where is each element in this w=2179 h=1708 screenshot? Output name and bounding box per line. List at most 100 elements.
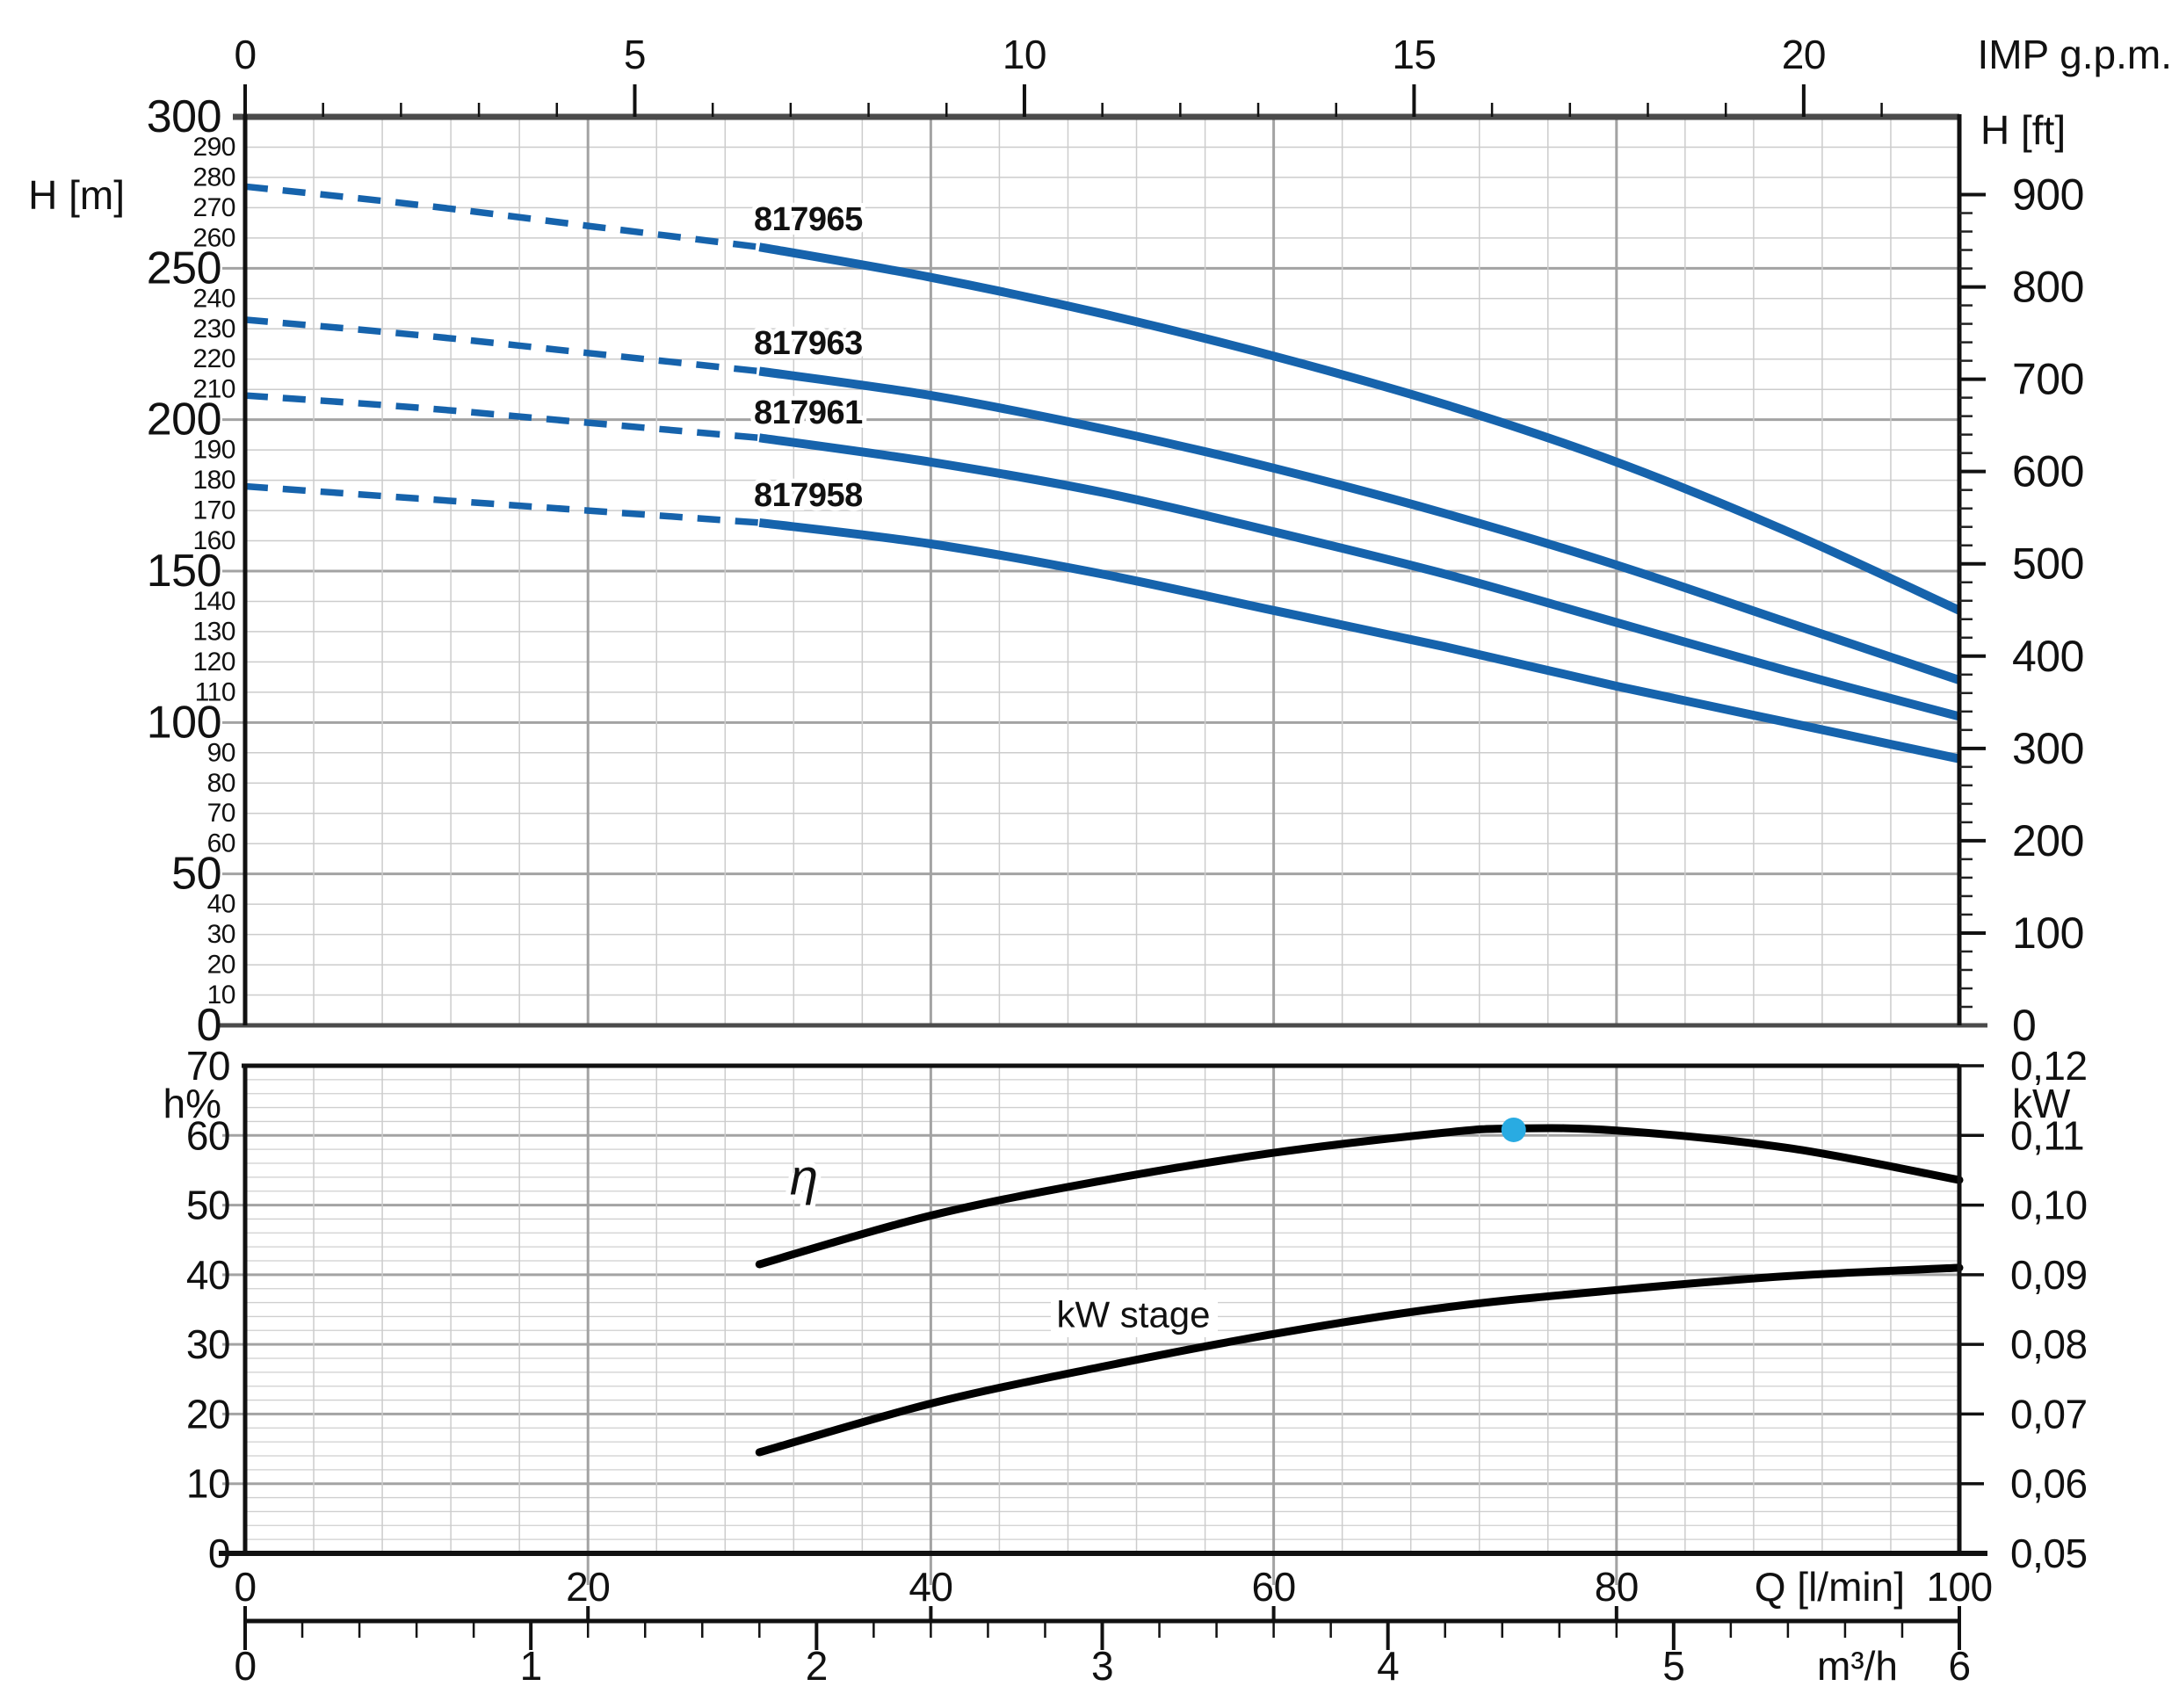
h-ft-axis-label-800: 800	[2012, 263, 2084, 312]
kw-axis-label-0,11: 0,11	[2010, 1112, 2084, 1158]
head-chart-axes: 0 5 10 15 20 IMP g.p.m.H [ft]H [m]30025020015…	[28, 32, 2172, 1051]
q-lmin-axis-label-60: 60	[1252, 1564, 1296, 1610]
pump-curve-817958-dashed-extrapolation	[244, 482, 760, 526]
kw-axis-label-0,05: 0,05	[2010, 1531, 2088, 1576]
perf-chart-axes: 70 60 50 40 30 20 10 0 h% 0,12 0,11 0,10 0,09 0,08 0,0…	[163, 1043, 2089, 1576]
imp-gpm-axis-label-15: 15	[1392, 32, 1436, 77]
kw-axis-label-0,12: 0,12	[2010, 1043, 2088, 1089]
h-m-minor-label-260: 260	[192, 223, 235, 252]
imp-gpm-axis-label-20: 20	[1782, 32, 1826, 77]
pump-curve-817961-dashed-extrapolation	[244, 392, 760, 442]
pump-curve-817958	[758, 517, 1961, 764]
pump-curve-817963	[758, 366, 1961, 684]
m3h-unit-label: m³/h	[1817, 1643, 1898, 1689]
head-chart-grid	[222, 117, 1959, 1025]
perf-chart: η kW stage 70 60 50 40 30 20 10 0 h% 0,12 0,11 0,10 0,…	[163, 1043, 2088, 1585]
h-m-minor-label-130: 130	[192, 617, 235, 646]
m3h-axis-label-2: 2	[806, 1643, 828, 1689]
kw-axis-label-0,09: 0,09	[2010, 1252, 2088, 1298]
h-ft-axis-label-0: 0	[2012, 1001, 2036, 1050]
kw-axis-label-0,08: 0,08	[2010, 1321, 2088, 1367]
q-lmin-unit-label: Q [l/min]	[1755, 1564, 1905, 1610]
h-m-minor-label-170: 170	[192, 496, 235, 525]
curve-label-817958: 817958	[754, 477, 863, 514]
curve-label-817965: 817965	[754, 201, 863, 238]
m3h-axis-label-1: 1	[520, 1643, 542, 1689]
h-ft-axis-label-900: 900	[2012, 170, 2084, 220]
h-m-minor-label-180: 180	[192, 466, 235, 495]
h-pct-axis-title: h%	[163, 1081, 221, 1126]
h-ft-axis-label-600: 600	[2012, 447, 2084, 496]
m3h-axis-label-6: 6	[1948, 1643, 1970, 1689]
h-pct-axis-label-60: 60	[186, 1112, 230, 1158]
h-m-axis-label-0: 0	[197, 1000, 221, 1051]
h-pct-axis-label-70: 70	[186, 1043, 230, 1089]
h-m-minor-label-20: 20	[207, 951, 235, 980]
pump-curve-817963-dashed-extrapolation	[244, 316, 760, 375]
q-lmin-axis-label-0: 0	[234, 1564, 256, 1610]
eta-efficiency-curve	[755, 1124, 1964, 1269]
h-m-axis-title: H [m]	[28, 172, 125, 218]
pump-curve-817965	[758, 242, 1962, 615]
h-ft-axis-label-100: 100	[2012, 908, 2084, 958]
h-ft-axis-label-300: 300	[2012, 724, 2084, 773]
pump-curve-817961	[758, 433, 1961, 721]
h-m-minor-label-230: 230	[192, 315, 235, 344]
imp-gpm-axis-label-0: 0	[234, 32, 256, 77]
h-m-minor-label-240: 240	[192, 284, 235, 313]
h-m-minor-label-280: 280	[192, 163, 235, 192]
h-m-minor-label-190: 190	[192, 436, 235, 465]
h-m-axis-label-150: 150	[147, 546, 221, 597]
h-pct-axis-label-50: 50	[186, 1183, 230, 1228]
perf-curves: η kW stage	[755, 1117, 1964, 1457]
eta-curve-label: η	[790, 1149, 818, 1206]
h-m-minor-label-290: 290	[192, 133, 235, 162]
h-m-minor-label-60: 60	[207, 829, 235, 858]
h-pct-axis-label-10: 10	[186, 1461, 230, 1507]
h-m-minor-label-90: 90	[207, 738, 235, 767]
operating-point-dot	[1501, 1117, 1526, 1142]
curve-label-817961: 817961	[754, 394, 863, 431]
h-pct-axis-label-40: 40	[186, 1252, 230, 1298]
h-m-minor-label-140: 140	[192, 587, 235, 616]
h-m-axis-label-300: 300	[147, 91, 221, 142]
h-ft-axis-label-700: 700	[2012, 355, 2084, 404]
h-pct-axis-label-0: 0	[208, 1531, 230, 1576]
kw-axis-label-0,07: 0,07	[2010, 1391, 2088, 1437]
h-m-minor-label-270: 270	[192, 193, 235, 222]
h-ft-axis-title: H [ft]	[1980, 107, 2066, 153]
h-m-minor-label-120: 120	[192, 648, 235, 677]
m3h-axis-label-5: 5	[1662, 1643, 1684, 1689]
h-m-minor-label-70: 70	[207, 799, 235, 828]
h-ft-axis-label-400: 400	[2012, 632, 2084, 681]
h-m-minor-label-10: 10	[207, 981, 235, 1010]
h-m-minor-label-30: 30	[207, 920, 235, 949]
h-m-minor-label-160: 160	[192, 526, 235, 555]
kw-stage-curve	[755, 1263, 1964, 1457]
h-ft-axis-label-200: 200	[2012, 816, 2084, 865]
q-lmin-axis-label-80: 80	[1595, 1564, 1639, 1610]
h-m-axis-label-50: 50	[171, 849, 221, 900]
m3h-axis-label-3: 3	[1091, 1643, 1113, 1689]
h-ft-axis-label-500: 500	[2012, 539, 2084, 589]
q-lmin-axis-label-40: 40	[909, 1564, 952, 1610]
curve-label-817963: 817963	[754, 325, 863, 362]
kw-stage-curve-label: kW stage	[1056, 1294, 1210, 1335]
imp-gpm-axis-label-5: 5	[624, 32, 646, 77]
h-pct-axis-label-30: 30	[186, 1321, 230, 1367]
m3h-axis-label-4: 4	[1377, 1643, 1399, 1689]
head-curves: 817965 817963 817961 817958	[244, 183, 1962, 764]
m3h-axis-label-0: 0	[234, 1643, 256, 1689]
imp-gpm-axis-label-10: 10	[1003, 32, 1046, 77]
h-m-minor-label-110: 110	[195, 677, 235, 706]
h-m-minor-label-40: 40	[207, 890, 235, 919]
h-m-axis-label-100: 100	[147, 697, 221, 748]
q-lmin-axis-label-100: 100	[1926, 1564, 1992, 1610]
kw-axis-label-0,10: 0,10	[2010, 1183, 2088, 1228]
h-m-minor-label-210: 210	[192, 375, 235, 404]
flow-ruler: 0 20 40 60 80 100 Q [l/min] 0 1 2 3 4 5 6 m³/h	[234, 1564, 1993, 1689]
h-m-axis-label-200: 200	[147, 394, 221, 445]
